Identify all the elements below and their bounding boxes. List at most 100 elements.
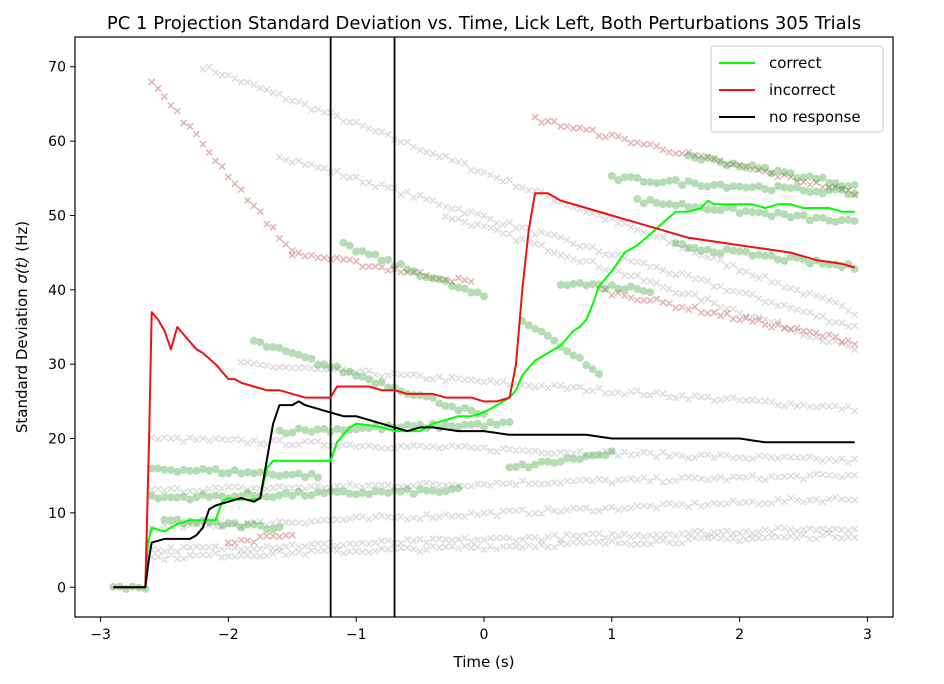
trial-marker [627, 474, 635, 482]
trial-marker [180, 523, 188, 531]
trial-marker [359, 483, 367, 491]
trial-marker [742, 498, 750, 506]
trial-marker [723, 476, 731, 484]
trial-marker [722, 161, 731, 170]
trial-marker [505, 542, 514, 550]
trial-marker [819, 471, 827, 479]
trial-marker [659, 390, 667, 398]
trial-marker [288, 349, 297, 358]
trial-marker [467, 376, 475, 384]
trial-marker [288, 484, 296, 492]
trial-marker [218, 71, 226, 80]
trial-marker [243, 520, 252, 529]
trial-marker [295, 98, 303, 106]
trial-marker [806, 524, 814, 532]
trial-marker [697, 393, 705, 401]
trial-marker [672, 304, 680, 312]
trial-marker [672, 532, 680, 540]
trial-marker [671, 175, 680, 184]
trial-marker [525, 382, 533, 390]
trial-marker [774, 524, 782, 532]
trial-marker [563, 253, 571, 261]
trial-marker [601, 451, 610, 460]
trial-marker [378, 537, 386, 545]
trial-marker [256, 338, 265, 347]
trial-marker [589, 451, 597, 459]
trial-marker [736, 499, 744, 507]
trial-marker [786, 253, 795, 262]
trial-marker [461, 542, 469, 550]
trial-marker [550, 458, 559, 467]
trial-marker [595, 530, 603, 538]
trial-marker [825, 184, 833, 192]
trial-marker [780, 453, 788, 461]
trial-marker [589, 257, 597, 265]
trial-marker [371, 379, 380, 388]
trial-marker [601, 133, 609, 141]
trial-marker [416, 268, 424, 276]
trial-marker [736, 309, 744, 317]
trial-marker [384, 513, 392, 521]
trial-marker [812, 496, 820, 504]
trial-marker [595, 475, 603, 483]
trial-marker [474, 167, 482, 175]
trial-marker [563, 281, 572, 290]
trial-marker [595, 370, 604, 379]
trial-marker [633, 272, 641, 280]
trial-marker [365, 367, 373, 375]
trial-marker [576, 124, 584, 132]
trial-marker [480, 212, 488, 220]
trial-markers-circle [556, 278, 655, 297]
trial-marker [396, 487, 405, 496]
trial-marker [262, 525, 271, 534]
trial-marker [505, 534, 514, 542]
trial-marker [525, 186, 533, 194]
trial-marker [148, 78, 156, 86]
trial-marker [454, 274, 463, 282]
trial-marker [793, 211, 802, 220]
trial-marker [697, 152, 705, 160]
trial-marker [710, 155, 718, 163]
trial-marker [358, 488, 367, 497]
trial-marker [403, 443, 411, 451]
trial-marker [243, 545, 252, 553]
trial-marker [282, 240, 290, 248]
trial-marker [352, 173, 360, 181]
trial-marker [416, 391, 425, 400]
x-tick-label: 3 [863, 627, 872, 643]
trial-marker [237, 522, 245, 530]
trial-marker [716, 256, 725, 264]
trial-marker [755, 316, 763, 324]
trial-marker [186, 122, 194, 131]
trial-marker [659, 478, 667, 486]
y-axis-label-prefix: Standard Deviation [13, 284, 31, 434]
trial-marker [652, 473, 661, 481]
trial-marker [505, 230, 514, 238]
trial-marker [626, 173, 635, 182]
trial-marker [384, 537, 392, 545]
trial-marker [416, 515, 424, 523]
trial-marker [550, 543, 558, 551]
trial-marker [710, 248, 719, 257]
trial-marker [448, 485, 457, 494]
trial-marker [557, 536, 565, 544]
trial-marker [799, 327, 808, 335]
trial-marker [167, 101, 175, 109]
trial-marker [352, 247, 361, 256]
trial-marker [799, 475, 808, 483]
trial-marker [442, 203, 450, 211]
trial-marker [416, 191, 424, 199]
trial-marker [793, 324, 801, 332]
trial-marker [448, 402, 457, 411]
trial-marker [697, 182, 706, 191]
trial-marker [429, 150, 437, 158]
trial-marker [659, 298, 667, 306]
trial-marker [825, 526, 833, 534]
trial-marker [263, 362, 271, 370]
trial-marker [691, 499, 699, 507]
trial-marker [723, 535, 731, 543]
trial-marker [774, 173, 782, 181]
trial-marker [518, 223, 526, 231]
trial-marker [205, 492, 214, 501]
trial-marker [793, 327, 801, 336]
